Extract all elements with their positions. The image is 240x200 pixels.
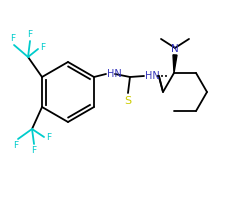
Text: F: F — [27, 30, 33, 39]
Text: S: S — [124, 96, 132, 106]
Text: HN: HN — [145, 71, 160, 81]
Polygon shape — [173, 55, 177, 73]
Text: N: N — [171, 44, 179, 54]
Text: F: F — [13, 141, 18, 150]
Text: •••: ••• — [156, 74, 168, 80]
Text: F: F — [11, 34, 16, 43]
Text: F: F — [31, 146, 36, 155]
Text: F: F — [40, 44, 45, 52]
Text: F: F — [46, 134, 51, 142]
Text: HN: HN — [107, 69, 122, 79]
